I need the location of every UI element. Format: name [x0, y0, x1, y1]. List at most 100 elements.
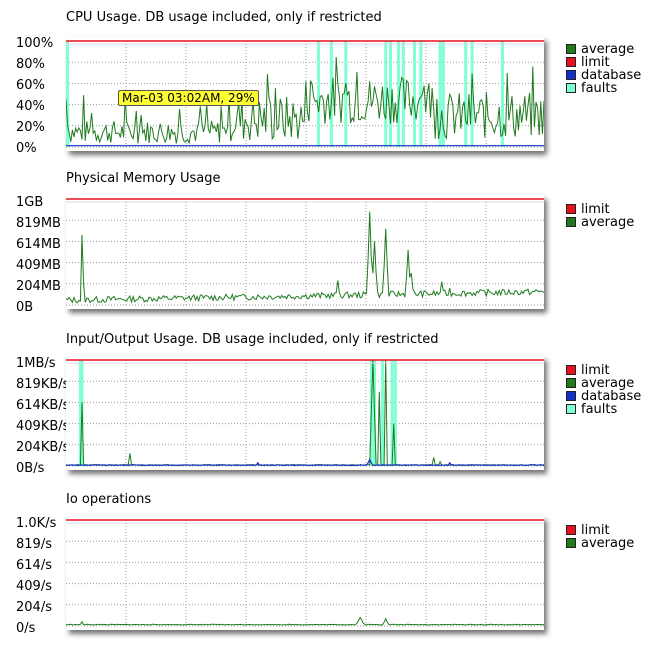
legend-item-average: average — [566, 216, 634, 229]
y-tick-label: 409MB — [16, 258, 61, 273]
legend-item-average: average — [566, 43, 641, 56]
legend-label: limit — [581, 55, 610, 70]
legend-label: database — [581, 389, 642, 404]
legend-item-database: database — [566, 69, 641, 82]
legend-label: limit — [581, 523, 610, 538]
memory-usage-panel: Physical Memory Usage 1GB 819MB 614MB 40… — [0, 171, 661, 331]
legend-item-limit: limit — [566, 364, 641, 377]
io-plot-area[interactable] — [66, 356, 544, 470]
average-line — [66, 211, 544, 304]
memory-legend: limit average — [566, 203, 634, 229]
legend-item-database: database — [566, 390, 641, 403]
faults-spike — [419, 41, 423, 147]
cpu-chart-svg — [66, 40, 544, 148]
legend-swatch — [566, 44, 576, 54]
faults-spike — [317, 41, 321, 147]
legend-item-average: average — [566, 537, 634, 550]
legend-item-average: average — [566, 377, 641, 390]
legend-label: faults — [581, 402, 618, 417]
io-ops-plot-area[interactable] — [66, 516, 544, 630]
y-tick-label: 819KB/s — [16, 377, 70, 392]
y-tick-label: 0B — [16, 300, 34, 315]
y-tick-label: 614KB/s — [16, 398, 70, 413]
y-tick-label: 60% — [16, 78, 45, 93]
faults-spike — [438, 41, 442, 147]
faults-spike — [397, 41, 401, 147]
legend-item-limit: limit — [566, 524, 634, 537]
database-line — [66, 458, 544, 467]
faults-spike — [500, 41, 504, 147]
average-line — [66, 359, 544, 467]
average-line — [66, 616, 544, 626]
memory-chart-svg — [66, 198, 544, 306]
legend-swatch — [566, 391, 576, 401]
cpu-legend: average limit database faults — [566, 43, 641, 95]
y-tick-label: 1.0K/s — [16, 516, 57, 531]
faults-spike — [384, 41, 388, 147]
faults-spike — [329, 41, 333, 147]
legend-item-limit: limit — [566, 203, 634, 216]
y-tick-label: 40% — [16, 99, 45, 114]
legend-label: average — [581, 42, 635, 57]
legend-swatch — [566, 204, 576, 214]
y-tick-label: 1GB — [16, 195, 44, 210]
legend-swatch — [566, 217, 576, 227]
y-tick-label: 204KB/s — [16, 440, 70, 455]
cpu-usage-panel: CPU Usage. DB usage included, only if re… — [0, 10, 661, 170]
legend-label: average — [581, 376, 635, 391]
average-line — [66, 56, 544, 145]
legend-swatch — [566, 365, 576, 375]
legend-label: faults — [581, 81, 618, 96]
chart-title: CPU Usage. DB usage included, only if re… — [66, 10, 382, 25]
y-tick-label: 409KB/s — [16, 419, 70, 434]
data-tooltip: Mar-03 03:02AM, 29% — [118, 90, 259, 106]
chart-title: Input/Output Usage. DB usage included, o… — [66, 332, 439, 347]
legend-item-faults: faults — [566, 82, 641, 95]
faults-spike — [464, 41, 468, 147]
y-tick-label: 614MB — [16, 237, 61, 252]
y-tick-label: 20% — [16, 120, 45, 135]
memory-plot-area[interactable] — [66, 195, 544, 309]
legend-label: limit — [581, 202, 610, 217]
legend-label: database — [581, 68, 642, 83]
y-tick-label: 0B/s — [16, 461, 45, 476]
y-tick-label: 0% — [16, 141, 37, 156]
faults-spike — [401, 41, 405, 147]
y-tick-label: 100% — [16, 36, 54, 51]
y-tick-label: 0/s — [16, 621, 36, 636]
y-tick-label: 80% — [16, 57, 45, 72]
legend-swatch — [566, 404, 576, 414]
faults-spike — [390, 360, 394, 466]
y-tick-label: 1MB/s — [16, 356, 56, 371]
faults-spike — [441, 41, 445, 147]
io-chart-svg — [66, 359, 544, 467]
io-ops-chart-svg — [66, 519, 544, 627]
faults-spike — [344, 41, 348, 147]
io-operations-panel: Io operations 1.0K/s 819/s 614/s 409/s 2… — [0, 492, 661, 652]
legend-label: average — [581, 215, 635, 230]
y-tick-label: 614/s — [16, 558, 52, 573]
faults-spike — [66, 41, 70, 147]
legend-item-faults: faults — [566, 403, 641, 416]
io-legend: limit average database faults — [566, 364, 641, 416]
legend-item-limit: limit — [566, 56, 641, 69]
y-tick-label: 204MB — [16, 279, 61, 294]
chart-title: Io operations — [66, 492, 152, 507]
faults-spike — [78, 360, 82, 466]
y-tick-label: 819MB — [16, 216, 61, 231]
legend-swatch — [566, 83, 576, 93]
legend-swatch — [566, 378, 576, 388]
y-tick-label: 409/s — [16, 579, 52, 594]
legend-swatch — [566, 525, 576, 535]
legend-swatch — [566, 70, 576, 80]
faults-spike — [389, 41, 393, 147]
io-usage-panel: Input/Output Usage. DB usage included, o… — [0, 332, 661, 492]
chart-title: Physical Memory Usage — [66, 171, 221, 186]
io-ops-legend: limit average — [566, 524, 634, 550]
legend-label: limit — [581, 363, 610, 378]
faults-spike — [393, 360, 397, 466]
legend-label: average — [581, 536, 635, 551]
faults-spike — [413, 41, 417, 147]
legend-swatch — [566, 57, 576, 67]
y-tick-label: 819/s — [16, 537, 52, 552]
